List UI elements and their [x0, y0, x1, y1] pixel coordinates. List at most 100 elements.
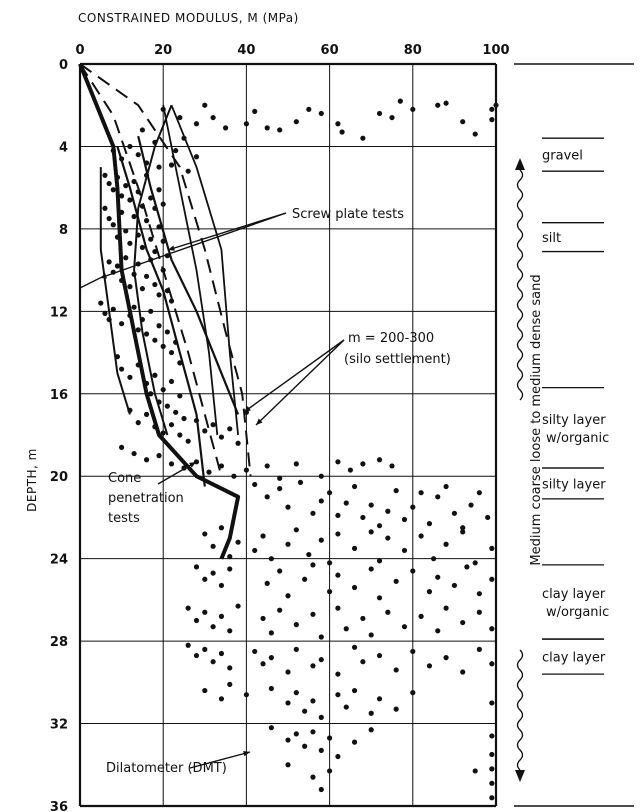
x-tick-label: 40: [237, 43, 255, 58]
data-point: [393, 578, 399, 584]
data-point: [156, 292, 162, 298]
data-point: [160, 201, 166, 207]
data-point: [460, 529, 466, 535]
data-point: [177, 114, 183, 121]
dmt-leader-arrow: [243, 751, 250, 757]
data-point: [351, 739, 358, 745]
data-point: [368, 632, 374, 638]
data-point: [123, 183, 129, 189]
data-point: [489, 766, 495, 772]
data-point: [156, 187, 162, 193]
data-point: [443, 541, 449, 547]
data-point: [119, 366, 125, 372]
sand-wave-bottom: [516, 649, 524, 771]
data-point: [285, 700, 291, 706]
screw-plate-left-curve: [116, 146, 206, 487]
data-point: [426, 663, 433, 669]
data-point: [385, 535, 391, 541]
data-point: [131, 450, 137, 457]
layer-label: gravel: [542, 149, 583, 164]
data-point: [218, 463, 225, 469]
data-point: [489, 751, 495, 758]
data-point: [318, 657, 324, 663]
data-point: [202, 531, 208, 537]
data-point: [252, 547, 258, 554]
silo-dashed-curve-1: [79, 63, 223, 477]
data-point: [227, 426, 233, 432]
screw-plate-leader-2-arrow: [100, 273, 107, 279]
curves: [78, 63, 345, 769]
data-point: [260, 533, 266, 539]
data-point: [185, 438, 191, 444]
data-point: [135, 327, 141, 333]
silo-leader-2-arrow: [244, 406, 251, 412]
data-point: [268, 556, 274, 562]
data-point: [235, 603, 241, 609]
data-point: [127, 284, 133, 290]
data-point: [306, 106, 312, 112]
data-point: [252, 648, 258, 655]
data-point: [351, 644, 358, 650]
grid: [78, 62, 498, 808]
data-point: [164, 329, 170, 335]
data-point: [264, 125, 270, 131]
data-point: [173, 409, 179, 415]
data-point: [376, 595, 383, 601]
soil-layers: gravel silt silty layer w/organic silty laye…: [514, 63, 634, 807]
y-tick-label: 36: [50, 800, 68, 812]
data-point: [268, 655, 274, 661]
data-point: [451, 582, 457, 589]
data-point: [156, 224, 162, 230]
data-point: [168, 422, 175, 428]
data-point: [327, 560, 333, 566]
data-point: [489, 795, 495, 801]
y-tick-label: 12: [50, 305, 68, 320]
data-point: [318, 634, 324, 640]
screw-plate-leader-2: [99, 212, 287, 279]
layer-label-2: w/organic: [546, 431, 609, 446]
data-point: [285, 669, 291, 675]
data-point: [98, 300, 104, 306]
data-point: [410, 648, 416, 655]
data-point: [435, 574, 441, 580]
data-point: [260, 615, 266, 622]
data-point: [218, 525, 225, 531]
data-point: [460, 669, 466, 675]
sand-arrow-down: [515, 770, 525, 782]
data-point: [148, 308, 154, 314]
cone-right-curve: [133, 104, 173, 436]
data-point: [268, 725, 274, 731]
y-tick-label: 28: [50, 635, 68, 650]
silo-label: m = 200-300: [348, 331, 434, 346]
data-point: [476, 591, 482, 597]
data-point: [185, 605, 191, 611]
data-point: [202, 102, 208, 108]
data-point: [343, 626, 349, 632]
data-point: [435, 102, 441, 108]
data-point: [218, 696, 225, 702]
data-point: [460, 619, 466, 626]
sand-label: Medium coarse loose to medium dense sand: [529, 274, 544, 565]
data-point: [376, 110, 383, 117]
data-point: [327, 768, 333, 774]
layer-label: silt: [542, 231, 561, 246]
data-point: [476, 646, 482, 652]
data-point: [335, 671, 341, 677]
data-point: [335, 459, 341, 465]
data-point: [127, 197, 133, 203]
data-point: [131, 178, 137, 185]
data-point: [318, 498, 324, 504]
data-point: [139, 244, 145, 251]
data-point: [351, 545, 358, 551]
data-point: [443, 605, 449, 611]
data-point: [143, 331, 150, 337]
data-point: [460, 525, 466, 531]
data-point: [127, 374, 133, 380]
data-point: [268, 685, 274, 692]
data-point: [376, 652, 383, 659]
y-tick-label: 32: [50, 718, 68, 733]
data-point: [360, 514, 366, 521]
data-point: [410, 568, 416, 574]
dmt-curve: [78, 63, 241, 560]
data-point: [106, 259, 112, 265]
